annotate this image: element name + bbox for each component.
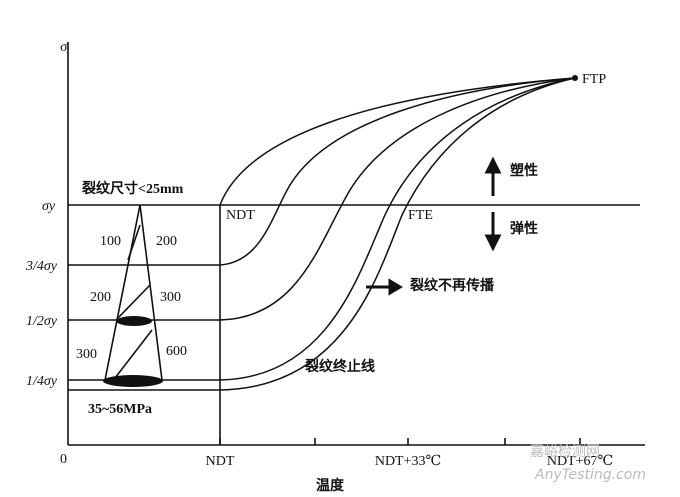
y-tick-label: σy xyxy=(42,199,56,214)
stress-levels xyxy=(68,204,640,445)
origin-label: 0 xyxy=(60,452,67,467)
x-tick-label: NDT xyxy=(206,454,235,469)
plastic-label: 塑性 xyxy=(510,162,538,179)
crack-cone xyxy=(103,204,163,387)
fracture-curves xyxy=(219,75,578,391)
cone-label: 200 xyxy=(90,290,111,305)
cone-label: 100 xyxy=(100,234,121,249)
elastic-label: 弹性 xyxy=(510,220,538,237)
y-tick-label: 1/2σy xyxy=(26,314,58,329)
cone-label: 300 xyxy=(76,347,97,362)
y-axis-label: σ xyxy=(60,40,68,55)
no-propagation-label: 裂纹不再传播 xyxy=(409,277,495,294)
ftp-label: FTP xyxy=(582,72,606,87)
cone-label: 600 xyxy=(166,344,187,359)
fte-label: FTE xyxy=(408,208,433,223)
stress-range: 35~56MPa xyxy=(88,402,152,417)
watermark: 嘉峪检测网 xyxy=(530,444,600,460)
watermark: AnyTesting.com xyxy=(534,467,646,483)
ndt-label: NDT xyxy=(226,208,255,223)
x-axis-label: 温度 xyxy=(316,477,345,494)
cone-label: 300 xyxy=(160,290,181,305)
y-tick-label: 1/4σy xyxy=(26,374,58,389)
x-tick-label: NDT+67℃ xyxy=(547,454,613,469)
x-tick-label: NDT+33℃ xyxy=(375,454,441,469)
arrows xyxy=(366,156,502,296)
y-tick-label: 3/4σy xyxy=(25,259,58,274)
arrest-line-label: 裂纹终止线 xyxy=(304,358,375,375)
cone-label: 200 xyxy=(156,234,177,249)
x-ticks xyxy=(219,438,581,445)
crack-size: 裂纹尺寸<25mm xyxy=(81,180,184,197)
